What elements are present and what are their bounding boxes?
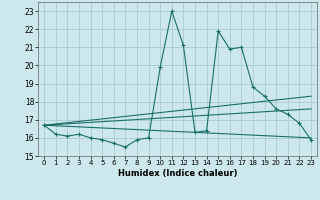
X-axis label: Humidex (Indice chaleur): Humidex (Indice chaleur) bbox=[118, 169, 237, 178]
